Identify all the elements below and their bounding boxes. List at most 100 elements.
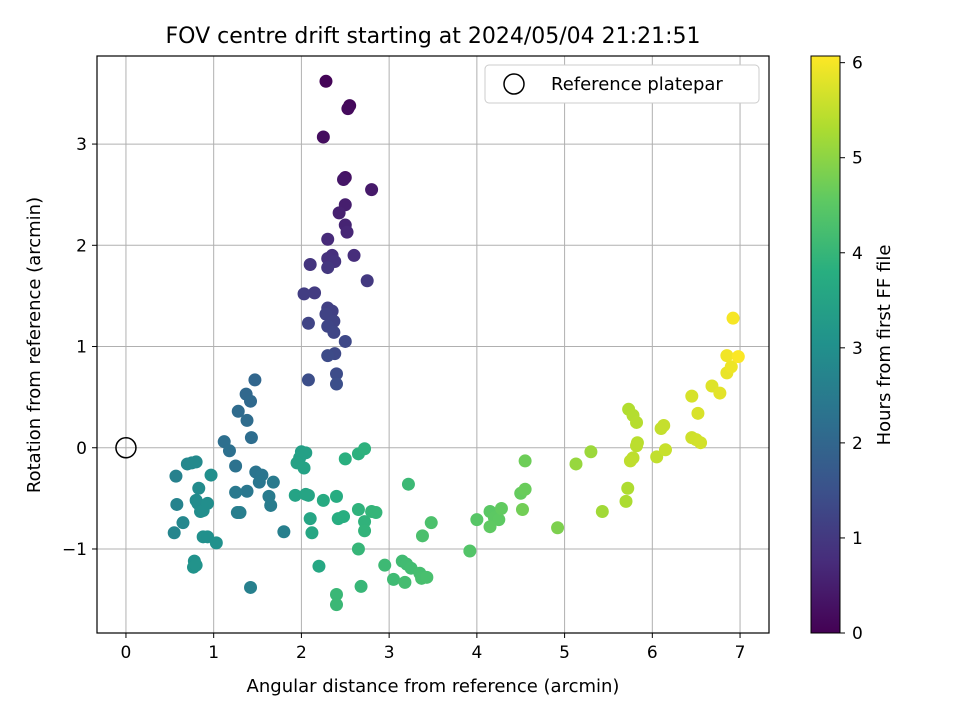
data-point [222, 444, 236, 458]
data-point [621, 481, 635, 495]
data-point [630, 415, 644, 429]
data-point [244, 394, 258, 408]
x-tick-label: 3 [384, 643, 395, 663]
data-point [233, 506, 247, 520]
data-point [252, 475, 266, 489]
data-point [463, 544, 477, 558]
x-tick-label: 0 [121, 643, 132, 663]
data-point [189, 558, 203, 572]
data-point [266, 475, 280, 489]
data-point [229, 459, 243, 473]
data-point [518, 454, 532, 468]
x-axis-ticks: 0 1 2 3 4 5 6 7 [121, 633, 746, 663]
y-axis-label: Rotation from reference (arcmin) [24, 197, 45, 493]
data-point [360, 274, 374, 288]
data-point [297, 287, 311, 301]
data-point [358, 442, 372, 456]
data-point [329, 377, 343, 391]
data-point [204, 468, 218, 482]
chart-title: FOV centre drift starting at 2024/05/04 … [166, 24, 701, 49]
data-point [329, 367, 343, 381]
data-point [321, 349, 335, 363]
data-point [492, 513, 506, 527]
data-point [358, 524, 372, 538]
data-point [337, 172, 351, 186]
data-point [338, 452, 352, 466]
y-tick-label: 1 [76, 338, 87, 358]
data-point [518, 482, 532, 496]
data-point [650, 450, 664, 464]
data-point [209, 536, 223, 550]
x-tick-label: 4 [471, 643, 482, 663]
data-point [351, 542, 365, 556]
data-point [248, 373, 262, 387]
colorbar-label: Hours from first FF file [874, 245, 895, 446]
data-point [231, 404, 245, 418]
data-point [365, 183, 379, 197]
x-axis-label: Angular distance from reference (arcmin) [247, 676, 620, 697]
data-point [658, 443, 672, 457]
data-point [288, 488, 302, 502]
data-point [264, 498, 278, 512]
data-point [301, 488, 315, 502]
data-point [308, 286, 322, 300]
colorbar-tick-label: 0 [852, 624, 863, 644]
data-point [358, 515, 372, 529]
colorbar-tick-label: 3 [852, 339, 863, 359]
data-point [657, 418, 671, 432]
colorbar-tick-label: 5 [852, 149, 863, 169]
reference-point-marker [115, 437, 137, 459]
x-tick-label: 1 [208, 643, 219, 663]
data-point [630, 439, 644, 453]
y-tick-label: 0 [76, 439, 87, 459]
data-point [321, 261, 335, 275]
data-point [244, 580, 258, 594]
data-point [229, 485, 243, 499]
x-tick-label: 2 [296, 643, 307, 663]
data-point [329, 598, 343, 612]
data-point [354, 579, 368, 593]
data-point [685, 389, 699, 403]
data-point [724, 360, 738, 374]
data-point [347, 248, 361, 262]
legend: Reference platepar [484, 64, 760, 104]
legend-marker-icon [503, 73, 525, 95]
data-point [301, 316, 315, 330]
data-point [189, 455, 203, 469]
y-tick-label: 3 [76, 135, 87, 155]
data-point [297, 461, 311, 475]
data-point [378, 558, 392, 572]
data-point [176, 516, 190, 530]
data-point [240, 484, 254, 498]
y-tick-label: 2 [76, 236, 87, 256]
data-point [337, 510, 351, 524]
data-point [244, 431, 258, 445]
data-point [584, 445, 598, 459]
grid-lines [97, 56, 769, 633]
data-point [720, 349, 734, 363]
data-point [340, 225, 354, 239]
data-point [170, 497, 184, 511]
data-point [277, 525, 291, 539]
colorbar-tick-label: 6 [852, 54, 863, 74]
colorbar-ticks: 0 1 2 3 4 5 6 [840, 54, 863, 644]
data-point [420, 570, 434, 584]
data-point [369, 506, 383, 520]
x-tick-label: 7 [735, 643, 746, 663]
data-point [595, 505, 609, 519]
colorbar-tick-label: 1 [852, 529, 863, 549]
data-point [415, 529, 429, 543]
data-point [619, 494, 633, 508]
data-points [167, 74, 745, 612]
data-point [303, 258, 317, 272]
data-point [515, 503, 529, 517]
data-point [351, 503, 365, 517]
data-point [726, 311, 740, 325]
data-point [341, 102, 355, 116]
data-point [731, 350, 745, 364]
data-point [483, 520, 497, 534]
colorbar-tick-label: 4 [852, 244, 863, 264]
data-point [623, 454, 637, 468]
data-point [551, 521, 565, 535]
